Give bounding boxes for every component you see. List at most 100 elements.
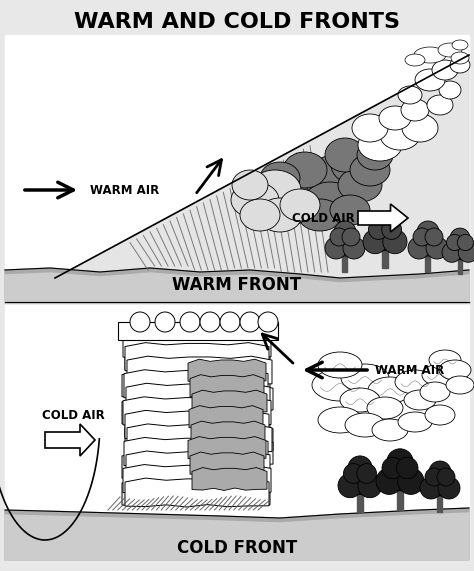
Ellipse shape — [330, 195, 370, 225]
Circle shape — [447, 235, 473, 260]
Circle shape — [343, 237, 365, 259]
Circle shape — [376, 468, 402, 494]
Circle shape — [382, 220, 401, 239]
Ellipse shape — [331, 146, 379, 184]
Text: WARM AIR: WARM AIR — [90, 183, 159, 196]
Circle shape — [240, 312, 260, 332]
Ellipse shape — [338, 168, 382, 202]
Bar — [397, 488, 403, 510]
Ellipse shape — [341, 364, 389, 392]
Ellipse shape — [231, 182, 279, 218]
Ellipse shape — [240, 199, 280, 231]
Circle shape — [130, 312, 150, 332]
Circle shape — [408, 237, 430, 259]
Polygon shape — [358, 204, 408, 232]
Polygon shape — [126, 383, 270, 412]
Polygon shape — [188, 359, 266, 382]
Ellipse shape — [298, 199, 342, 231]
Ellipse shape — [451, 52, 469, 64]
Ellipse shape — [367, 397, 403, 419]
Ellipse shape — [379, 106, 411, 130]
Polygon shape — [123, 329, 271, 358]
Polygon shape — [123, 465, 271, 493]
Bar — [382, 248, 388, 268]
Ellipse shape — [395, 370, 435, 394]
Ellipse shape — [427, 95, 453, 115]
Ellipse shape — [368, 377, 412, 403]
Polygon shape — [191, 421, 265, 444]
Polygon shape — [125, 478, 269, 507]
Ellipse shape — [439, 360, 471, 380]
Circle shape — [358, 473, 382, 498]
Polygon shape — [125, 398, 267, 425]
Circle shape — [420, 477, 442, 499]
Ellipse shape — [283, 152, 327, 188]
Ellipse shape — [398, 412, 432, 432]
Circle shape — [387, 449, 413, 475]
Circle shape — [258, 312, 278, 332]
Circle shape — [325, 237, 347, 259]
Circle shape — [330, 228, 348, 246]
Ellipse shape — [380, 120, 420, 150]
Ellipse shape — [280, 189, 320, 221]
Polygon shape — [122, 411, 267, 439]
Circle shape — [334, 221, 356, 243]
Circle shape — [450, 228, 470, 248]
Ellipse shape — [260, 162, 300, 194]
Bar — [458, 258, 462, 274]
Polygon shape — [127, 356, 272, 385]
Circle shape — [342, 228, 360, 246]
Polygon shape — [128, 344, 270, 371]
Circle shape — [442, 243, 462, 262]
Polygon shape — [190, 375, 264, 397]
Text: WARM AND COLD FRONTS: WARM AND COLD FRONTS — [74, 12, 400, 32]
Ellipse shape — [345, 413, 385, 437]
Bar — [426, 254, 430, 272]
Bar — [118, 322, 278, 340]
Ellipse shape — [404, 390, 436, 410]
Polygon shape — [5, 268, 469, 300]
Polygon shape — [192, 468, 267, 490]
Ellipse shape — [261, 177, 309, 213]
Polygon shape — [125, 384, 270, 411]
Circle shape — [437, 468, 455, 486]
Circle shape — [155, 312, 175, 332]
Circle shape — [357, 464, 376, 484]
Circle shape — [414, 228, 442, 256]
Polygon shape — [126, 451, 270, 480]
Ellipse shape — [350, 154, 390, 186]
Circle shape — [345, 464, 375, 494]
Ellipse shape — [425, 405, 455, 425]
Ellipse shape — [432, 60, 458, 80]
Bar — [357, 492, 363, 512]
Polygon shape — [188, 437, 266, 460]
Polygon shape — [5, 508, 469, 560]
Circle shape — [383, 230, 407, 254]
Polygon shape — [124, 437, 268, 467]
Ellipse shape — [446, 376, 474, 394]
Ellipse shape — [415, 69, 445, 91]
Ellipse shape — [398, 86, 422, 104]
Polygon shape — [5, 273, 469, 300]
Bar — [5, 35, 469, 300]
Ellipse shape — [438, 43, 462, 57]
Polygon shape — [122, 425, 273, 452]
Polygon shape — [125, 371, 267, 397]
Polygon shape — [124, 370, 268, 399]
Ellipse shape — [249, 170, 301, 210]
Circle shape — [426, 237, 448, 259]
Circle shape — [429, 461, 451, 483]
Polygon shape — [128, 330, 267, 357]
Ellipse shape — [318, 407, 362, 433]
Circle shape — [396, 457, 418, 479]
Text: WARM FRONT: WARM FRONT — [173, 276, 301, 294]
Ellipse shape — [312, 369, 368, 401]
Text: COLD FRONT: COLD FRONT — [177, 539, 297, 557]
Circle shape — [382, 457, 403, 479]
Polygon shape — [127, 424, 272, 453]
Circle shape — [200, 312, 220, 332]
Text: WARM AIR: WARM AIR — [375, 364, 444, 376]
Circle shape — [447, 235, 463, 251]
Circle shape — [370, 220, 401, 251]
Polygon shape — [5, 513, 469, 560]
